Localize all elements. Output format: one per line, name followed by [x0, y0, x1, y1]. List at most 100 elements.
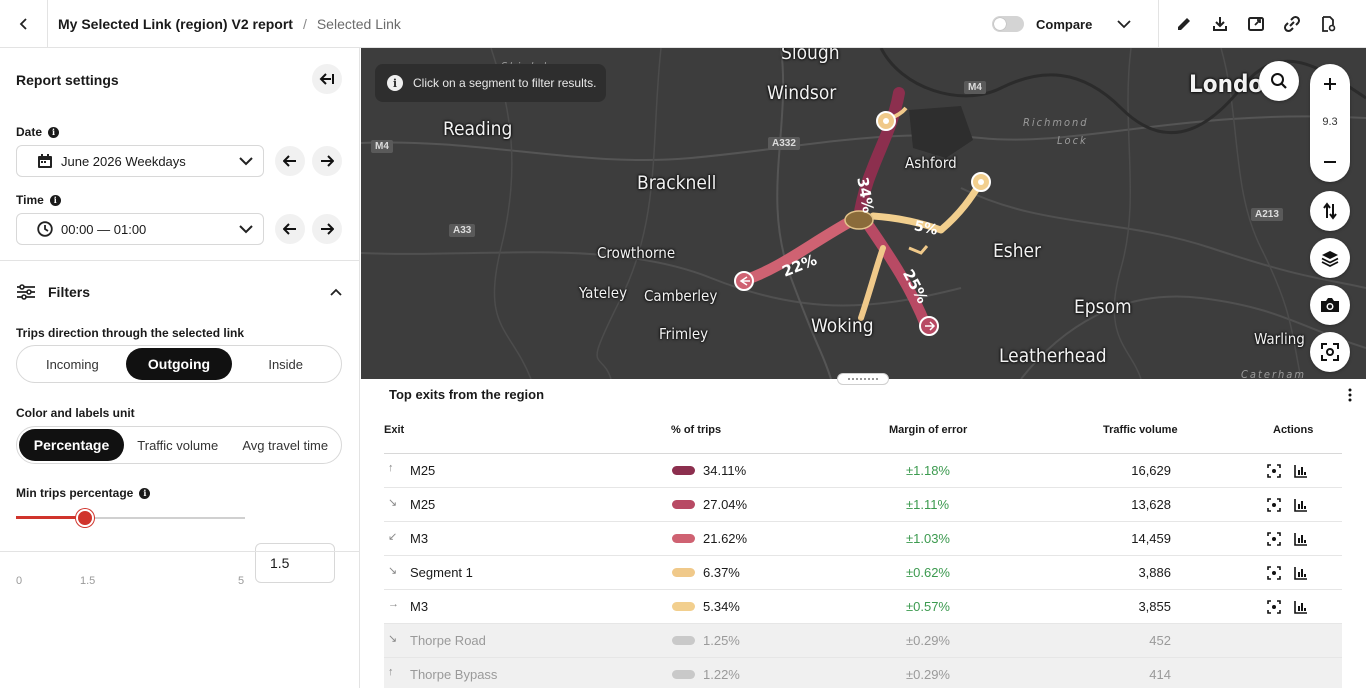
time-prev-button[interactable]: [275, 214, 305, 244]
focus-frame-icon[interactable]: [1267, 600, 1281, 614]
bar-chart-icon[interactable]: [1294, 532, 1308, 546]
volume-value: 13,628: [1131, 497, 1171, 512]
min-trips-input[interactable]: 1.5: [255, 543, 335, 583]
clock-icon: [37, 221, 53, 237]
segment-label-5[interactable]: 5%: [913, 218, 940, 239]
table-row[interactable]: ↘ M25 27.04% ±1.11% 13,628: [384, 488, 1342, 522]
direction-inside-option[interactable]: Inside: [268, 356, 304, 372]
unit-percentage-option[interactable]: Percentage: [19, 429, 124, 461]
report-settings-button[interactable]: [1316, 12, 1340, 36]
filter-sliders-icon: [17, 284, 35, 300]
direction-outgoing-option[interactable]: Outgoing: [125, 348, 233, 380]
arrow-left-icon: [283, 223, 296, 235]
info-icon: i: [387, 75, 403, 91]
slider-fill: [16, 516, 85, 519]
table-more-options-button[interactable]: [1343, 386, 1357, 404]
bar-chart-icon[interactable]: [1294, 464, 1308, 478]
copy-link-button[interactable]: [1280, 12, 1304, 36]
more-vertical-icon: [1348, 388, 1352, 402]
bar-chart-icon[interactable]: [1294, 566, 1308, 580]
table-row[interactable]: ↘ Thorpe Road 1.25% ±0.29% 452: [384, 624, 1342, 658]
slider-value-label: 1.5: [80, 575, 96, 587]
table-row[interactable]: → M3 5.34% ±0.57% 3,855: [384, 590, 1342, 624]
moe-value: ±1.18%: [906, 463, 950, 478]
chevron-down-icon: [239, 224, 253, 233]
map-view[interactable]: 34% 22% 25% 5% Shiplake Slough Windsor R…: [361, 48, 1366, 379]
focus-frame-icon[interactable]: [1267, 464, 1281, 478]
direction-arrow-icon: ↘: [388, 565, 398, 577]
info-icon[interactable]: i: [48, 126, 60, 138]
table-row[interactable]: ↑ M25 34.11% ±1.18% 16,629: [384, 454, 1342, 488]
place-reading: Reading: [443, 118, 513, 140]
column-header-moe[interactable]: Margin of error: [889, 424, 968, 436]
download-button[interactable]: [1208, 12, 1232, 36]
header-divider: [1158, 0, 1159, 48]
date-next-button[interactable]: [312, 146, 342, 176]
slider-thumb[interactable]: [75, 509, 94, 527]
edit-button[interactable]: [1172, 12, 1196, 36]
filters-header[interactable]: Filters: [16, 280, 342, 304]
column-header-actions: Actions: [1273, 424, 1314, 436]
pct-value: 6.37%: [703, 565, 740, 580]
filters-title: Filters: [48, 284, 91, 300]
table-row[interactable]: ↙ M3 21.62% ±1.03% 14,459: [384, 522, 1342, 556]
info-icon[interactable]: i: [49, 194, 61, 206]
pct-value: 5.34%: [703, 599, 740, 614]
collapse-panel-button[interactable]: [312, 64, 342, 94]
volume-value: 3,855: [1138, 599, 1171, 614]
focus-frame-icon[interactable]: [1267, 566, 1281, 580]
direction-arrow-icon: →: [388, 598, 399, 610]
table-row[interactable]: ↘ Segment 1 6.37% ±0.62% 3,886: [384, 556, 1342, 590]
exit-name: Segment 1: [410, 565, 473, 580]
table-title: Top exits from the region: [389, 387, 545, 402]
min-trips-slider[interactable]: [16, 509, 245, 529]
slider-track: [16, 517, 245, 519]
share-button[interactable]: [1244, 12, 1268, 36]
zoom-in-button[interactable]: [1310, 66, 1350, 102]
time-select[interactable]: 00:00 — 01:00: [16, 213, 264, 245]
compare-toggle[interactable]: [992, 16, 1024, 32]
panel-resize-handle[interactable]: [837, 373, 889, 385]
exit-name: M25: [410, 497, 436, 512]
bar-chart-icon[interactable]: [1294, 498, 1308, 512]
back-button[interactable]: [0, 0, 48, 48]
arrow-left-icon: [283, 155, 296, 167]
unit-avg-travel-time-option[interactable]: Avg travel time: [242, 437, 329, 453]
column-header-exit[interactable]: Exit: [384, 424, 405, 436]
column-header-volume[interactable]: Traffic volume: [1103, 424, 1178, 436]
header-dropdown-button[interactable]: [1112, 12, 1136, 36]
calendar-icon: [38, 154, 52, 168]
map-layers-button[interactable]: [1310, 238, 1350, 278]
focus-frame-icon[interactable]: [1267, 498, 1281, 512]
place-yateley: Yateley: [579, 284, 628, 302]
pct-color-swatch: [672, 466, 695, 475]
zoom-out-button[interactable]: [1310, 144, 1350, 180]
date-select[interactable]: June 2026 Weekdays: [16, 145, 264, 177]
volume-value: 452: [1149, 633, 1171, 648]
screenshot-button[interactable]: [1310, 285, 1350, 325]
divider: [0, 260, 360, 261]
place-bracknell: Bracknell: [637, 172, 717, 194]
fit-bounds-button[interactable]: [1310, 332, 1350, 372]
place-esher: Esher: [993, 240, 1042, 262]
focus-frame-icon[interactable]: [1267, 532, 1281, 546]
unit-traffic-volume-option[interactable]: Traffic volume: [137, 437, 219, 453]
compare-label: Compare: [1036, 16, 1093, 32]
time-value: 00:00 — 01:00: [61, 221, 147, 237]
direction-incoming-option[interactable]: Incoming: [45, 356, 99, 372]
table-row[interactable]: ↑ Thorpe Bypass 1.22% ±0.29% 414: [384, 658, 1342, 688]
moe-value: ±0.62%: [906, 565, 950, 580]
collapse-left-icon: [319, 73, 334, 85]
map-search-button[interactable]: [1259, 61, 1299, 101]
chevron-up-icon[interactable]: [330, 288, 342, 296]
date-prev-button[interactable]: [275, 146, 305, 176]
swap-direction-button[interactable]: [1310, 191, 1350, 231]
column-header-pct[interactable]: % of trips: [671, 424, 722, 436]
time-next-button[interactable]: [312, 214, 342, 244]
info-icon[interactable]: i: [139, 487, 151, 499]
report-name[interactable]: My Selected Link (region) V2 report: [58, 16, 293, 32]
segment-label-34[interactable]: 34%: [853, 176, 877, 214]
bar-chart-icon[interactable]: [1294, 600, 1308, 614]
pct-value: 34.11%: [703, 463, 747, 478]
min-trips-label: Min trips percentage i: [16, 486, 151, 500]
